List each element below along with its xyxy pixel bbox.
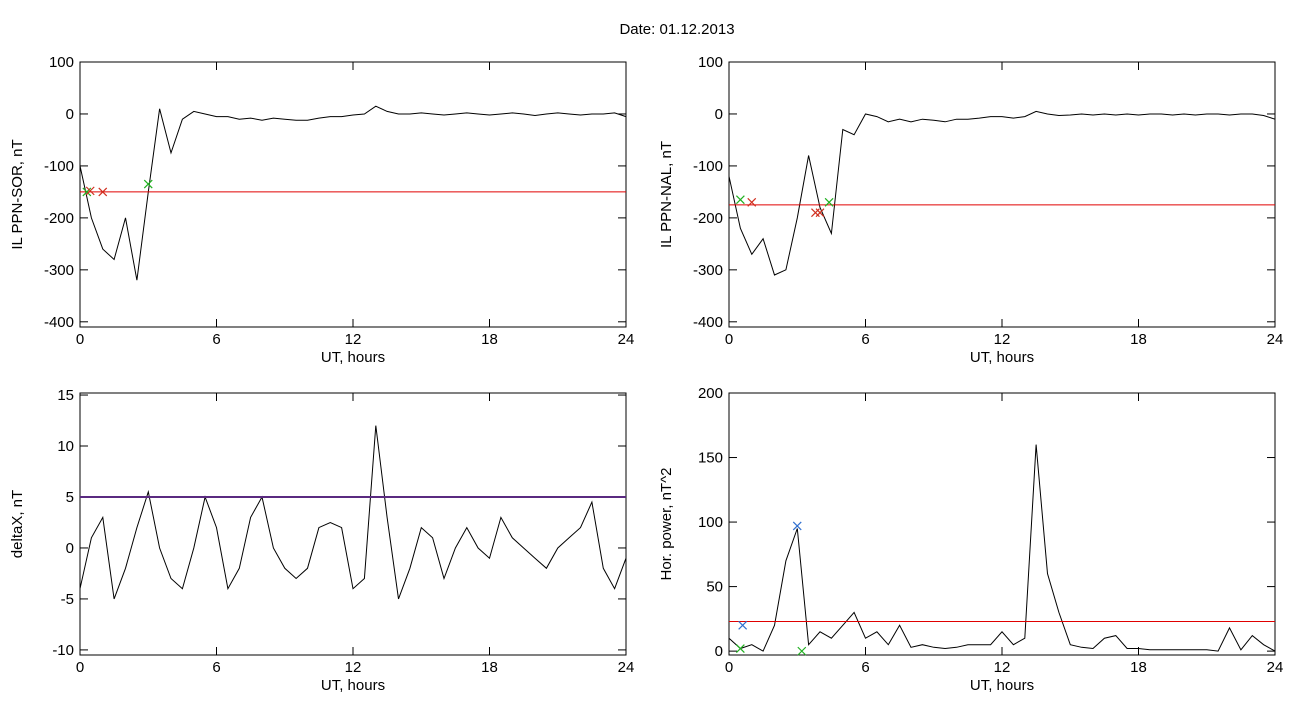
x-tick-label: 0: [725, 331, 733, 348]
y-tick-label: -10: [52, 642, 74, 659]
y-tick-label: -400: [44, 314, 74, 331]
x-axis-label: UT, hours: [321, 349, 385, 366]
y-tick-label: 50: [706, 579, 723, 596]
x-tick-label: 6: [861, 659, 869, 676]
x-tick-label: 12: [345, 331, 362, 348]
y-tick-label: 100: [698, 514, 723, 531]
x-tick-label: 24: [618, 659, 635, 676]
y-tick-label: 100: [49, 54, 74, 71]
cross-marker: [98, 187, 108, 197]
y-tick-label: -5: [61, 591, 74, 608]
y-tick-label: 15: [57, 387, 74, 404]
data-line: [79, 105, 627, 281]
cross-marker: [747, 197, 757, 207]
data-line: [728, 110, 1276, 276]
cross-marker: [824, 197, 834, 207]
y-tick-label: -100: [44, 158, 74, 175]
cross-marker: [792, 521, 802, 531]
cross-marker: [735, 195, 745, 205]
cross-marker: [738, 620, 748, 630]
x-tick-label: 6: [861, 331, 869, 348]
x-axis-label: UT, hours: [970, 349, 1034, 366]
y-tick-label: -400: [693, 314, 723, 331]
x-tick-label: 0: [725, 659, 733, 676]
y-tick-label: 0: [66, 106, 74, 123]
cross-marker: [735, 644, 745, 653]
y-axis-label: Hor. power, nT^2: [658, 468, 675, 581]
x-tick-label: 18: [1130, 331, 1147, 348]
cross-marker: [797, 646, 807, 656]
x-tick-label: 18: [1130, 659, 1147, 676]
cross-marker: [85, 186, 95, 196]
y-tick-label: 100: [698, 54, 723, 71]
y-axis-label: IL PPN-SOR, nT: [9, 139, 26, 249]
y-tick-label: 5: [66, 489, 74, 506]
x-tick-label: 24: [618, 331, 635, 348]
y-tick-label: -200: [44, 210, 74, 227]
x-tick-label: 18: [481, 331, 498, 348]
y-tick-label: -300: [693, 262, 723, 279]
y-tick-label: -200: [693, 210, 723, 227]
y-axis-label: IL PPN-NAL, nT: [658, 141, 675, 248]
cross-marker: [143, 179, 153, 189]
cross-marker: [815, 208, 825, 218]
plot-frame: [728, 61, 1276, 328]
data-line: [728, 444, 1276, 652]
x-tick-label: 0: [76, 331, 84, 348]
y-axis-label: deltaX, nT: [9, 490, 26, 558]
x-axis-label: UT, hours: [321, 677, 385, 694]
x-axis-label: UT, hours: [970, 677, 1034, 694]
x-tick-label: 6: [212, 659, 220, 676]
y-tick-label: 200: [698, 385, 723, 402]
figure-title: Date: 01.12.2013: [619, 21, 734, 38]
y-tick-label: -300: [44, 262, 74, 279]
y-tick-label: 0: [715, 106, 723, 123]
cross-marker: [811, 208, 820, 218]
plot-frame: [79, 392, 627, 656]
y-tick-label: 10: [57, 438, 74, 455]
plot-frame: [79, 61, 627, 328]
x-tick-label: 6: [212, 331, 220, 348]
x-tick-label: 24: [1267, 331, 1284, 348]
y-tick-label: 0: [715, 643, 723, 660]
data-line: [79, 425, 627, 600]
plot-frame: [728, 392, 1276, 656]
x-tick-label: 18: [481, 659, 498, 676]
y-tick-label: 150: [698, 450, 723, 467]
x-tick-label: 0: [76, 659, 84, 676]
cross-marker: [82, 187, 92, 197]
y-tick-label: -100: [693, 158, 723, 175]
y-tick-label: 0: [66, 540, 74, 557]
x-tick-label: 12: [994, 659, 1011, 676]
x-tick-label: 12: [994, 331, 1011, 348]
x-tick-label: 24: [1267, 659, 1284, 676]
x-tick-label: 12: [345, 659, 362, 676]
